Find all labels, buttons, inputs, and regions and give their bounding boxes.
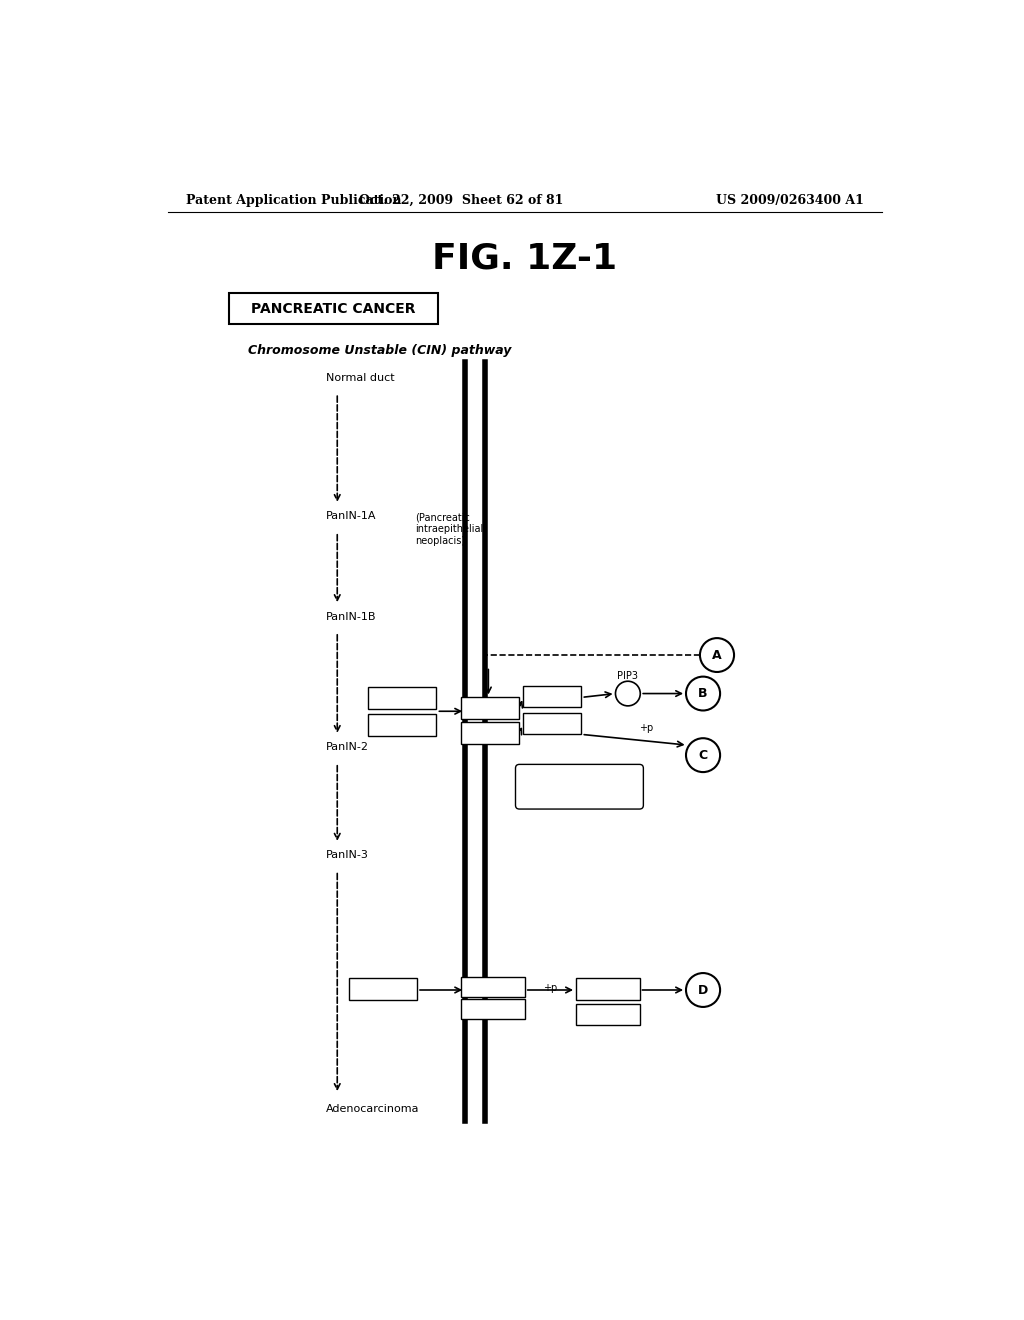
Text: A: A: [712, 648, 722, 661]
Text: Jak-STAT signaling
pathway: Jak-STAT signaling pathway: [531, 775, 627, 797]
Bar: [523, 713, 582, 734]
Text: PanIN-1B: PanIN-1B: [326, 611, 376, 622]
Bar: [369, 688, 436, 709]
Text: PIP3: PIP3: [617, 671, 638, 681]
Text: US 2009/0263400 A1: US 2009/0263400 A1: [717, 194, 864, 207]
Text: Oct. 22, 2009  Sheet 62 of 81: Oct. 22, 2009 Sheet 62 of 81: [359, 194, 563, 207]
Bar: [461, 722, 519, 743]
Bar: [575, 1003, 640, 1026]
Text: TGFα: TGFα: [388, 693, 417, 702]
Bar: [523, 686, 582, 708]
Text: EGFR: EGFR: [475, 704, 505, 713]
Text: PanIN-2: PanIN-2: [326, 742, 369, 752]
Bar: [461, 999, 524, 1019]
Text: TGFβRII: TGFβRII: [473, 1005, 513, 1014]
Text: PanIN-3: PanIN-3: [326, 850, 369, 861]
FancyBboxPatch shape: [515, 764, 643, 809]
Bar: [228, 293, 438, 323]
Bar: [461, 977, 524, 997]
Text: PANCREATIC CANCER: PANCREATIC CANCER: [251, 301, 416, 315]
Text: C: C: [698, 748, 708, 762]
Text: (Pancreatic
intraepithelial
neoplacis): (Pancreatic intraepithelial neoplacis): [415, 512, 483, 545]
Bar: [369, 714, 436, 737]
Bar: [349, 978, 417, 1001]
Text: Patent Application Publication: Patent Application Publication: [186, 194, 401, 207]
Text: FIG. 1Z-1: FIG. 1Z-1: [432, 242, 617, 276]
Text: B: B: [698, 686, 708, 700]
Text: PanIN-1A: PanIN-1A: [326, 511, 376, 521]
Text: Smad4: Smad4: [590, 1010, 626, 1019]
Bar: [575, 978, 640, 1001]
Text: D: D: [698, 983, 709, 997]
Text: HER2/neu: HER2/neu: [466, 727, 514, 738]
Text: EGF: EGF: [391, 719, 414, 730]
Text: Chromosome Unstable (CIN) pathway: Chromosome Unstable (CIN) pathway: [248, 345, 512, 358]
Text: Smad2/3: Smad2/3: [585, 985, 631, 994]
Text: +p: +p: [639, 723, 653, 733]
Bar: [461, 697, 519, 719]
Text: TGFβ: TGFβ: [369, 985, 397, 994]
Text: PI3K: PI3K: [541, 692, 564, 702]
Text: TGFβRI: TGFβRI: [474, 982, 512, 991]
Text: Jak1: Jak1: [541, 718, 564, 729]
Text: +p: +p: [544, 983, 557, 994]
Text: Normal duct: Normal duct: [326, 372, 394, 383]
Text: Adenocarcinoma: Adenocarcinoma: [326, 1105, 419, 1114]
